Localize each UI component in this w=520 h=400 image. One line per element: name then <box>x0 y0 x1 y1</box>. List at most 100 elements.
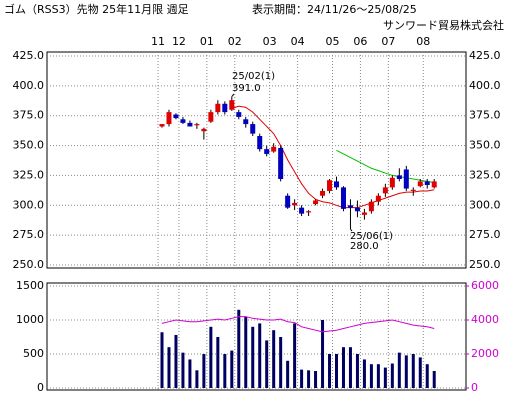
y-tick-label: 400.0 <box>13 79 45 92</box>
annotation-leader <box>350 228 353 232</box>
volume-bar <box>209 326 213 388</box>
x-tick-label: 12 <box>172 35 186 48</box>
candle-body <box>306 211 312 213</box>
candle-body <box>320 190 326 196</box>
candle-body <box>354 207 360 212</box>
candle-body <box>410 189 416 191</box>
y-tick-label: 0 <box>37 381 44 394</box>
chart-title: ゴム（RSS3）先物 25年11月限 週足 <box>4 2 189 16</box>
annotation: 280.0 <box>350 241 379 252</box>
volume-bar <box>300 369 304 388</box>
x-tick-label: 02 <box>228 35 242 48</box>
candle-body <box>201 128 207 132</box>
volume-bar <box>286 360 290 388</box>
candle-body <box>396 175 402 180</box>
candle-body <box>243 119 249 125</box>
x-tick-label: 08 <box>416 35 430 48</box>
candle-body <box>347 205 353 208</box>
y2-tick-label: 0 <box>471 381 478 394</box>
candle-body <box>222 103 228 113</box>
volume-bar <box>432 371 436 388</box>
volume-bar <box>335 354 338 388</box>
y-tick-label: 250.0 <box>13 258 45 271</box>
candle-body <box>159 124 165 127</box>
volume-bar <box>328 354 332 388</box>
volume-bar <box>411 354 415 388</box>
volume-bar <box>321 320 325 388</box>
candle-body <box>368 201 374 212</box>
annotation: 391.0 <box>232 83 261 94</box>
volume-bar <box>355 354 359 388</box>
y-tick-label: 350.0 <box>13 139 45 152</box>
y-tick-label: 425.0 <box>13 49 45 62</box>
x-tick-label: 01 <box>200 35 214 48</box>
candle-body <box>215 103 221 113</box>
candle-body <box>389 177 395 188</box>
x-tick-label: 05 <box>326 35 340 48</box>
candle-body <box>264 149 270 154</box>
volume-bar <box>223 354 227 388</box>
candle-body <box>340 187 346 209</box>
annotation: 25/06(1) <box>350 231 393 242</box>
y-tick-label: 1000 <box>16 313 44 326</box>
candle-body <box>431 181 437 188</box>
x-tick-label: 06 <box>353 35 367 48</box>
volume-bar <box>362 359 366 388</box>
y-tick-label: 1500 <box>16 279 44 292</box>
volume-bar <box>237 309 241 388</box>
volume-bar <box>181 352 185 388</box>
y-tick-label-right: 250.0 <box>469 258 501 271</box>
candle-body <box>194 124 200 126</box>
volume-bar <box>369 364 373 388</box>
candle-body <box>236 112 242 117</box>
candle-body <box>180 119 186 123</box>
y-tick-label-right: 400.0 <box>469 79 501 92</box>
candle-body <box>285 195 291 208</box>
price-frame <box>46 51 467 269</box>
candle-body <box>229 100 235 110</box>
candle-body <box>299 207 305 214</box>
y-tick-label-right: 375.0 <box>469 109 501 122</box>
candle-body <box>208 112 214 122</box>
volume-bar <box>348 347 352 388</box>
candle-body <box>417 181 423 187</box>
volume-bar <box>383 367 387 388</box>
volume-bar <box>418 357 422 388</box>
x-tick-label: 03 <box>263 35 277 48</box>
volume-frame <box>46 282 467 391</box>
candle-body <box>166 112 172 125</box>
candle-body <box>278 147 284 180</box>
volume-bar <box>216 337 220 388</box>
candle-body <box>292 202 298 206</box>
volume-bar <box>314 371 318 388</box>
volume-bar <box>272 330 276 388</box>
y-tick-label-right: 425.0 <box>469 49 501 62</box>
candle-body <box>424 181 430 185</box>
volume-bar <box>376 364 380 388</box>
x-tick-label: 07 <box>381 35 395 48</box>
candle-body <box>250 124 256 134</box>
volume-bar <box>251 326 255 388</box>
candle-body <box>173 114 179 119</box>
candle-body <box>361 212 367 215</box>
volume-bar <box>160 332 164 388</box>
open-interest-line <box>161 316 435 333</box>
y2-tick-label: 4000 <box>471 313 499 326</box>
volume-bar <box>188 359 192 388</box>
volume-bar <box>230 350 234 388</box>
y-tick-label-right: 325.0 <box>469 168 501 181</box>
y-tick-label: 325.0 <box>13 168 45 181</box>
candle-body <box>187 122 193 127</box>
volume-bar <box>404 355 408 388</box>
candle-body <box>257 136 263 150</box>
y-tick-label: 300.0 <box>13 198 45 211</box>
y-tick-label: 275.0 <box>13 228 45 241</box>
volume-bar <box>195 370 199 388</box>
y-tick-label: 500 <box>23 347 44 360</box>
volume-bar <box>258 323 262 388</box>
company: サンワード貿易株式会社 <box>383 18 504 32</box>
volume-bar <box>390 363 394 388</box>
candle-body <box>334 181 339 188</box>
y-tick-label: 375.0 <box>13 109 45 122</box>
